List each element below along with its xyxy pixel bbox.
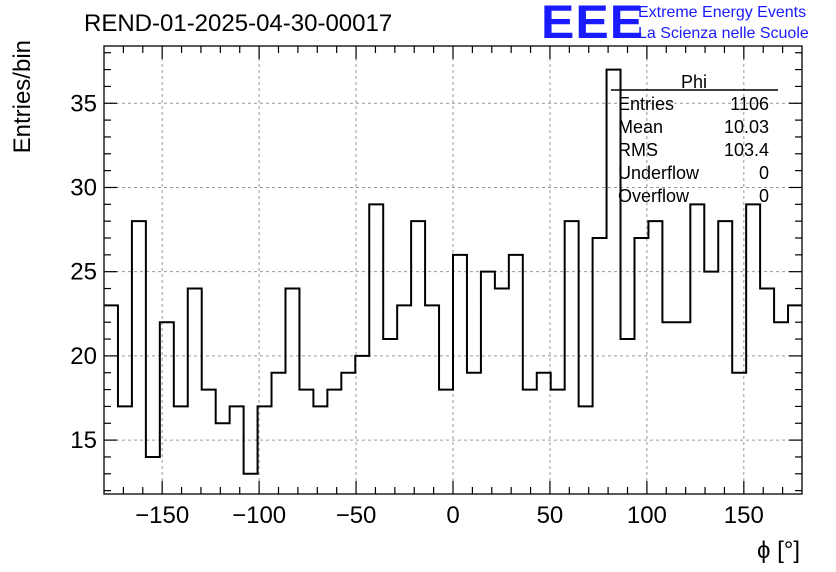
- histogram-bin: [439, 390, 453, 494]
- y-tick-label: 15: [70, 427, 97, 454]
- histogram-bin: [467, 373, 481, 494]
- y-tick-label: 20: [70, 343, 97, 370]
- stats-box-title: Phi: [681, 72, 707, 92]
- histogram-bin: [704, 272, 718, 494]
- histogram-bin: [202, 390, 216, 494]
- axis-ticks: [104, 46, 802, 494]
- y-tick-label: 35: [70, 90, 97, 117]
- histogram-bin: [425, 305, 439, 494]
- histogram-bin: [648, 221, 662, 494]
- stats-row-value: 0: [759, 163, 769, 183]
- histogram-bin: [146, 457, 160, 494]
- histogram-bin: [718, 221, 732, 494]
- histogram-bin: [495, 289, 509, 494]
- histogram-bin: [327, 390, 341, 494]
- histogram-bin: [313, 406, 327, 494]
- y-tick-labels: 15 20 25 30 35: [70, 90, 97, 454]
- eee-logo: EEE: [541, 0, 645, 49]
- logo-caption-line1: Extreme Energy Events: [638, 4, 807, 21]
- histogram-bin: [299, 390, 313, 494]
- histogram-bin: [230, 406, 244, 494]
- histogram-bin: [523, 390, 537, 494]
- x-tick-label: −100: [232, 502, 286, 529]
- histogram-bin: [551, 390, 565, 494]
- histogram-bin: [383, 339, 397, 494]
- stats-row-label: RMS: [618, 140, 658, 160]
- histogram-bin: [118, 406, 132, 494]
- histogram-bin: [132, 221, 146, 494]
- histogram-bin: [160, 322, 174, 494]
- histogram-bin: [285, 289, 299, 494]
- histogram-bin: [537, 373, 551, 494]
- stats-row-label: Mean: [618, 117, 663, 137]
- histogram-bin: [565, 221, 579, 494]
- histogram-bin: [104, 305, 118, 494]
- histogram-bin: [662, 322, 676, 494]
- histogram-bin: [258, 406, 272, 494]
- histogram-bin: [481, 272, 495, 494]
- x-tick-label: 50: [537, 502, 564, 529]
- logo-caption-line2: La Scienza nelle Scuole: [638, 25, 809, 42]
- x-axis-title: ϕ [°]: [757, 537, 800, 564]
- x-tick-label: 150: [724, 502, 764, 529]
- histogram-bin: [397, 305, 411, 494]
- histogram-bin: [621, 339, 635, 494]
- x-tick-labels: −150 −100 −50 0 50 100 150: [135, 502, 764, 529]
- histogram-bins: [104, 68, 802, 494]
- histogram-bin: [676, 322, 690, 494]
- stats-row-label: Underflow: [618, 163, 700, 183]
- histogram-bin: [453, 255, 467, 494]
- x-tick-label: −150: [135, 502, 189, 529]
- histogram-bin: [579, 406, 593, 494]
- y-axis-title: Entries/bin: [9, 40, 36, 153]
- histogram-bin: [341, 373, 355, 494]
- histogram-bin: [690, 204, 704, 494]
- stats-row-value: 1106: [730, 94, 769, 114]
- histogram-bin: [746, 204, 760, 494]
- histogram-bin: [634, 238, 648, 494]
- histogram-bin: [174, 406, 188, 494]
- stats-row-value: 103.4: [724, 140, 769, 160]
- stats-row-label: Overflow: [618, 186, 690, 206]
- y-tick-label: 25: [70, 259, 97, 286]
- x-tick-label: −50: [336, 502, 377, 529]
- y-tick-label: 30: [70, 174, 97, 201]
- chart-title: REND-01-2025-04-30-00017: [84, 10, 393, 37]
- histogram-bin: [188, 289, 202, 494]
- histogram-bin: [411, 221, 425, 494]
- histogram-bin: [760, 289, 774, 494]
- histogram-bin: [732, 373, 746, 494]
- x-tick-label: 100: [627, 502, 667, 529]
- x-tick-label: 0: [446, 502, 459, 529]
- histogram-bin: [272, 373, 286, 494]
- histogram-bin: [593, 238, 607, 494]
- histogram-bin: [369, 204, 383, 494]
- histogram-bin: [355, 356, 369, 494]
- histogram-bin: [216, 423, 230, 494]
- stats-row-value: 10.03: [724, 117, 769, 137]
- stats-box-rows: Entries 1106 Mean 10.03 RMS 103.4 Underflow 0 Ov…: [618, 94, 769, 206]
- histogram-bin: [788, 305, 802, 494]
- stats-row-label: Entries: [618, 94, 674, 114]
- stats-row-value: 0: [759, 186, 769, 206]
- histogram-bin: [509, 255, 523, 494]
- histogram-bin: [774, 322, 788, 494]
- stats-box: Phi Entries 1106 Mean 10.03 RMS 103.4 Underflo…: [611, 72, 778, 206]
- histogram-step-line: [104, 68, 802, 475]
- histogram-bin: [244, 474, 258, 494]
